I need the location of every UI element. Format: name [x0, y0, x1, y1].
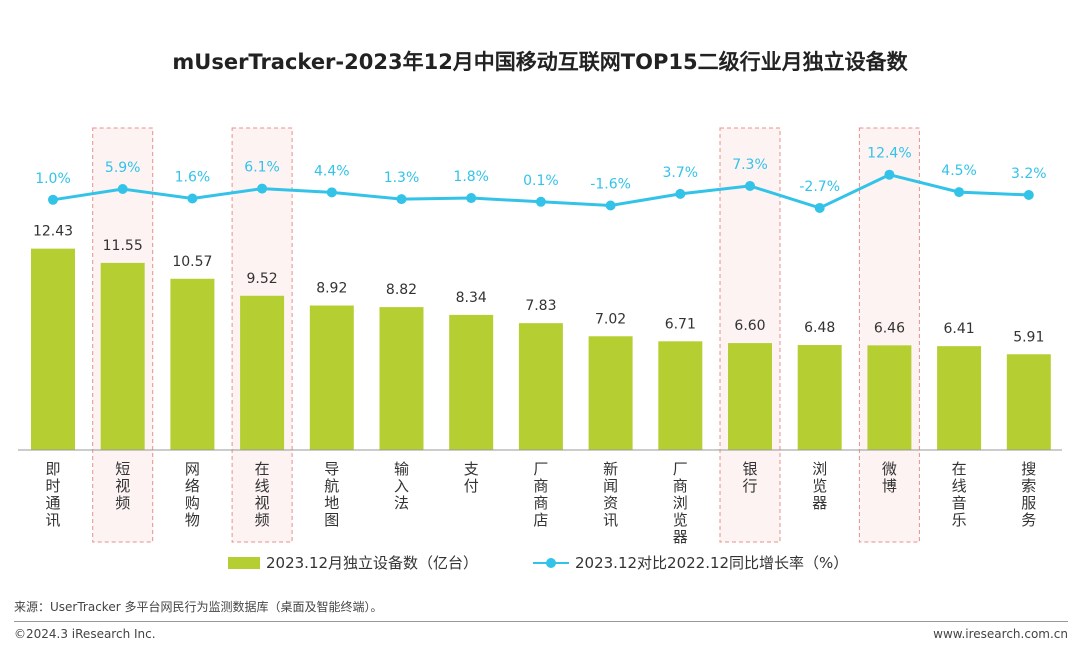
- x-tick-label-8: 厂商商店: [533, 460, 548, 529]
- website-link: www.iresearch.com.cn: [933, 627, 1068, 641]
- bar-12: [797, 345, 842, 450]
- growth-point-1: [48, 194, 58, 205]
- bar-10: [658, 341, 703, 450]
- footer-divider: [14, 621, 1068, 622]
- growth-label-3: 1.6%: [175, 169, 211, 185]
- growth-label-5: 4.4%: [314, 163, 350, 179]
- growth-point-4: [257, 183, 268, 194]
- chart-title: mUserTracker-2023年12月中国移动互联网TOP15二级行业月独立…: [172, 50, 908, 74]
- bar-1: [31, 248, 75, 450]
- x-tick-label-7: 支付: [464, 460, 479, 495]
- bar-7: [449, 314, 494, 450]
- growth-label-11: 7.3%: [732, 157, 768, 173]
- bar-5: [309, 305, 354, 450]
- bar-14: [937, 346, 982, 450]
- bar-label-15: 5.91: [1013, 329, 1044, 345]
- legend-line-swatch: [533, 557, 569, 568]
- bar-label-13: 6.46: [874, 320, 905, 336]
- x-tick-label-2: 短视频: [115, 460, 130, 512]
- legend-bar-swatch: [228, 556, 260, 569]
- growth-label-8: 0.1%: [523, 173, 559, 189]
- bar-6: [379, 307, 424, 450]
- growth-label-15: 3.2%: [1011, 166, 1047, 182]
- x-tick-label-12: 浏览器: [812, 460, 827, 512]
- bar-label-2: 11.55: [103, 238, 143, 254]
- x-tick-label-10: 厂商浏览器: [673, 460, 688, 546]
- growth-label-7: 1.8%: [453, 169, 489, 185]
- x-tick-label-13: 微博: [882, 460, 897, 495]
- x-tick-label-15: 搜索服务: [1021, 460, 1036, 529]
- bar-label-4: 9.52: [247, 271, 278, 287]
- growth-point-6: [396, 194, 407, 205]
- bar-2: [100, 262, 145, 450]
- growth-label-4: 6.1%: [244, 160, 280, 176]
- highlight-box-13: [858, 127, 920, 543]
- copyright: ©2024.3 iResearch Inc.: [14, 627, 156, 641]
- growth-point-8: [535, 196, 546, 207]
- growth-point-7: [466, 193, 477, 204]
- growth-point-2: [117, 184, 128, 195]
- bar-label-6: 8.82: [386, 282, 417, 298]
- bar-11: [728, 343, 772, 450]
- bar-8: [518, 323, 563, 450]
- x-tick-label-14: 在线音乐: [952, 460, 967, 529]
- growth-point-11: [745, 180, 755, 191]
- growth-point-12: [814, 202, 825, 213]
- legend: 2023.12月独立设备数（亿台） 2023.12对比2022.12同比增长率（…: [0, 552, 1080, 572]
- growth-point-15: [1023, 189, 1034, 200]
- bar-label-12: 6.48: [804, 320, 835, 336]
- growth-label-14: 4.5%: [941, 163, 977, 179]
- x-tick-label-6: 输入法: [394, 460, 409, 512]
- legend-bar-entry: 2023.12月独立设备数（亿台）: [228, 552, 478, 573]
- growth-label-12: -2.7%: [799, 179, 840, 195]
- x-tick-label-1: 即时通讯: [45, 460, 60, 529]
- x-tick-label-4: 在线视频: [255, 460, 270, 529]
- bar-15: [1006, 354, 1051, 450]
- bar-label-5: 8.92: [316, 280, 347, 296]
- growth-label-9: -1.6%: [590, 177, 631, 193]
- growth-point-9: [605, 200, 616, 211]
- bar-4: [240, 295, 285, 450]
- growth-label-6: 1.3%: [384, 170, 420, 186]
- x-tick-label-11: 银行: [742, 460, 757, 495]
- bar-label-9: 7.02: [595, 311, 626, 327]
- x-tick-label-9: 新闻资讯: [603, 460, 618, 529]
- x-tick-label-5: 导航地图: [324, 460, 339, 529]
- growth-point-13: [884, 169, 895, 180]
- growth-point-10: [675, 188, 686, 199]
- legend-line-label: 2023.12对比2022.12同比增长率（%）: [575, 554, 849, 572]
- bar-label-7: 8.34: [456, 290, 487, 306]
- legend-bar-label: 2023.12月独立设备数（亿台）: [266, 554, 479, 572]
- source-note: 来源：UserTracker 多平台网民行为监测数据库（桌面及智能终端）。: [14, 600, 383, 614]
- bar-9: [588, 336, 633, 450]
- growth-label-2: 5.9%: [105, 160, 141, 176]
- bar-label-3: 10.57: [172, 254, 212, 270]
- growth-label-13: 12.4%: [867, 146, 911, 162]
- bar-label-14: 6.41: [944, 321, 975, 337]
- x-tick-label-3: 网络购物: [185, 460, 200, 529]
- bar-3: [170, 278, 215, 450]
- legend-line-entry: 2023.12对比2022.12同比增长率（%）: [533, 552, 848, 573]
- highlight-box-11: [719, 127, 781, 543]
- bar-label-8: 7.83: [525, 298, 556, 314]
- bar-label-11: 6.60: [734, 318, 765, 334]
- growth-label-10: 3.7%: [663, 165, 699, 181]
- bar-label-10: 6.71: [665, 316, 696, 332]
- bar-13: [867, 345, 912, 450]
- growth-point-5: [326, 187, 337, 198]
- chart-canvas: 12.43 11.55 10.57 9.52 8.92 8.82 8.34 7.83 7.02 6…: [18, 127, 1062, 546]
- growth-point-14: [954, 187, 965, 198]
- growth-point-3: [187, 193, 198, 204]
- growth-label-1: 1.0%: [35, 171, 71, 187]
- bar-label-1: 12.43: [33, 224, 73, 240]
